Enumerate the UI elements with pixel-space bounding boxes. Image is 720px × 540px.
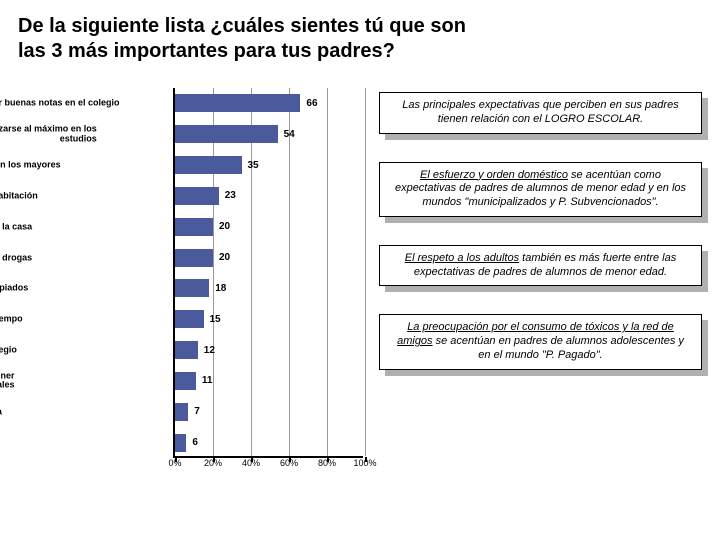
bar: [175, 125, 278, 143]
bar-chart: 0%20%40%60%80%100%Sacar buenas notas en …: [18, 88, 363, 458]
note-box: La preocupación por el consumo de tóxico…: [379, 314, 702, 369]
bar-label: Orden de la habitación: [0, 191, 38, 200]
note-text: Las principales expectativas que percibe…: [379, 92, 702, 134]
notes-column: Las principales expectativas que percibe…: [379, 88, 702, 458]
bar-label: Llegar temprano a casa: [0, 407, 2, 416]
bar: [175, 249, 213, 267]
bar-value: 23: [225, 190, 236, 201]
bar: [175, 434, 186, 452]
bar-label: Juntarse con amigos apropiados: [0, 284, 28, 293]
note-box: El respeto a los adultos también es más …: [379, 245, 702, 287]
note-text: El respeto a los adultos también es más …: [379, 245, 702, 287]
bar: [175, 341, 198, 359]
bar-label: Que no consumas drogas: [0, 253, 32, 262]
tick-mark: [251, 457, 253, 462]
bar-value: 6: [192, 437, 198, 448]
bar: [175, 156, 242, 174]
note-box: Las principales expectativas que percibe…: [379, 92, 702, 134]
bar-label: Orden de la casa: [0, 222, 32, 231]
content-row: 0%20%40%60%80%100%Sacar buenas notas en …: [18, 88, 702, 458]
bar-row: Que no consumas drogas20: [175, 247, 230, 269]
tick-mark: [175, 457, 177, 462]
bar-row: Ser respetuoso con los mayores35: [175, 154, 259, 176]
bar-label: Esforzarse al máximo en los estudios: [0, 125, 97, 144]
bar-label: Sacar buenas notas en el colegio: [0, 99, 120, 108]
bar-label: Usar bien tu tiempo: [0, 315, 23, 324]
bar-value: 20: [219, 252, 230, 263]
note-text: El esfuerzo y orden doméstico se acentúa…: [379, 162, 702, 217]
bar: [175, 279, 209, 297]
bar-value: 54: [284, 129, 295, 140]
bar-value: 66: [306, 98, 317, 109]
bar-label: Protegerte si vas a tener relaciones sex…: [0, 371, 14, 390]
bar-value: 11: [202, 375, 213, 386]
bar-row: En fiestas no consumir alcohol-cigarros6: [175, 432, 198, 454]
bar-label: Portarse bien en el colegio: [0, 345, 17, 354]
page-title: De la siguiente lista ¿cuáles sientes tú…: [18, 14, 702, 64]
bar-row: Sacar buenas notas en el colegio66: [175, 92, 318, 114]
bar-value: 15: [210, 314, 221, 325]
bar-value: 35: [248, 160, 259, 171]
bar-value: 7: [194, 406, 200, 417]
note-box: El esfuerzo y orden doméstico se acentúa…: [379, 162, 702, 217]
bar: [175, 372, 196, 390]
bar: [175, 94, 300, 112]
bar: [175, 187, 219, 205]
tick-mark: [289, 457, 291, 462]
grid-line: [365, 88, 366, 456]
bar-row: Orden de la casa20: [175, 216, 230, 238]
bar-value: 12: [204, 345, 215, 356]
tick-mark: [213, 457, 215, 462]
bar-row: Orden de la habitación23: [175, 185, 236, 207]
bar: [175, 403, 188, 421]
bar-row: Portarse bien en el colegio12: [175, 339, 215, 361]
bar: [175, 310, 204, 328]
bar-value: 20: [219, 221, 230, 232]
bar: [175, 218, 213, 236]
tick-mark: [365, 457, 367, 462]
plot-area: 0%20%40%60%80%100%Sacar buenas notas en …: [173, 88, 363, 458]
bar-row: Usar bien tu tiempo15: [175, 308, 221, 330]
grid-line: [327, 88, 328, 456]
title-line-2: las 3 más importantes para tus padres?: [18, 40, 395, 62]
note-text: La preocupación por el consumo de tóxico…: [379, 314, 702, 369]
bar-row: Esforzarse al máximo en los estudios54: [175, 123, 295, 145]
bar-row: Juntarse con amigos apropiados18: [175, 277, 226, 299]
bar-value: 18: [215, 283, 226, 294]
x-axis-ticks: 0%20%40%60%80%100%: [175, 458, 363, 474]
tick-mark: [327, 457, 329, 462]
bar-label: Ser respetuoso con los mayores: [0, 160, 61, 169]
bar-row: Protegerte si vas a tener relaciones sex…: [175, 370, 212, 392]
title-line-1: De la siguiente lista ¿cuáles sientes tú…: [18, 15, 466, 37]
bar-row: Llegar temprano a casa7: [175, 401, 200, 423]
